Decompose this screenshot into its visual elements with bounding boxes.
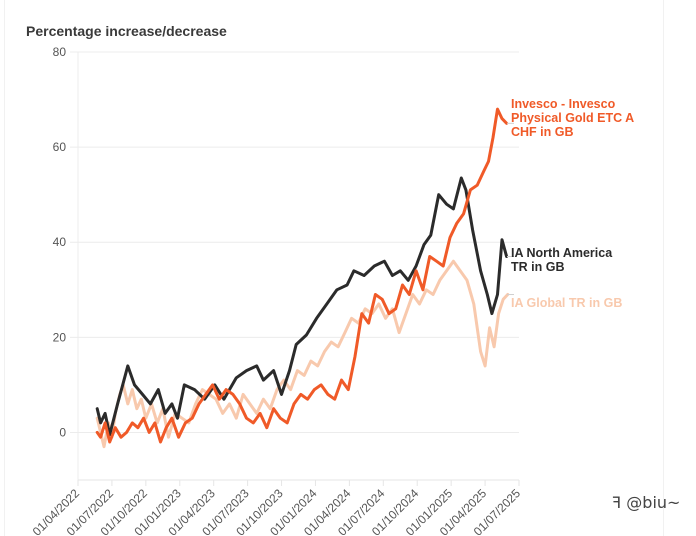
y-tick-label: 60: [53, 140, 67, 154]
legend-label-line: IA Global TR in GB: [511, 296, 622, 310]
grid-lines: [70, 51, 519, 481]
series-line-2: [95, 107, 509, 444]
legend-label-line: Invesco - Invesco: [511, 97, 616, 111]
legend-label: Invesco - Invesco Physical Gold ETC A CHF …: [511, 97, 634, 139]
legend: IA Global TR in GB IA North America TR in …: [507, 97, 634, 310]
y-axis: 0 20 40 60 80: [53, 45, 67, 439]
legend-label-line: IA North America: [511, 246, 613, 260]
legend-label: IA North America TR in GB: [511, 246, 613, 274]
series-lines: [95, 107, 510, 449]
legend-label: IA Global TR in GB: [511, 296, 622, 310]
y-tick-label: 0: [59, 425, 66, 439]
series-line-0: [95, 259, 510, 449]
y-tick-label: 40: [53, 235, 67, 249]
y-tick-label: 80: [53, 45, 67, 59]
x-axis: 01/04/202201/07/202201/10/202201/01/2023…: [30, 480, 523, 536]
frame-border-left: [4, 0, 5, 536]
legend-label-line: Physical Gold ETC A: [511, 111, 634, 125]
weibo-icon: ꟻ: [612, 493, 622, 512]
legend-label-line: CHF in GB: [511, 125, 574, 139]
chart-title: Percentage increase/decrease: [26, 23, 227, 39]
watermark: ꟻ @biu~: [612, 493, 680, 512]
legend-label-line: TR in GB: [511, 260, 564, 274]
y-tick-label: 20: [53, 330, 67, 344]
series-line-1: [95, 176, 509, 437]
watermark-text: @biu~: [626, 493, 681, 512]
frame-border-right: [663, 0, 664, 536]
